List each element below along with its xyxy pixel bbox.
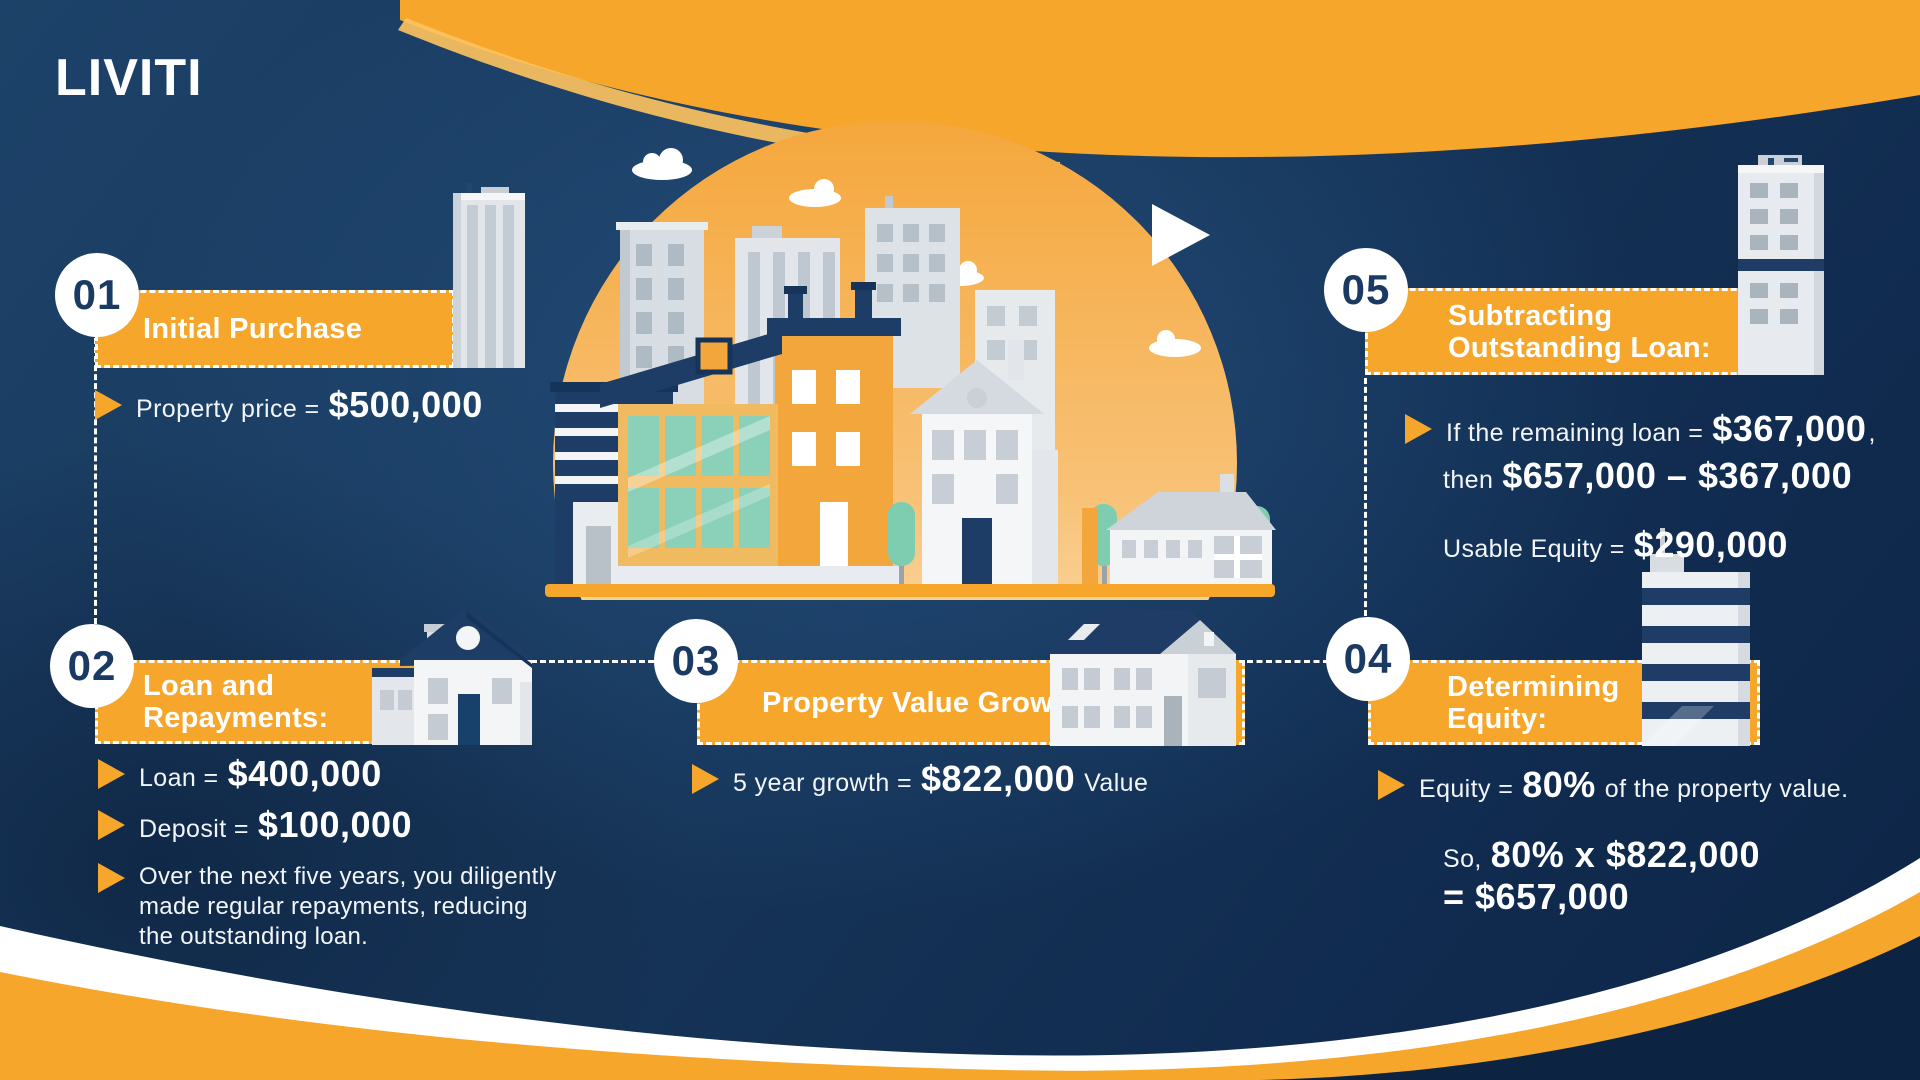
play-icon[interactable] (1152, 204, 1210, 266)
step4-equation-line2: = $657,000 (1443, 876, 1629, 918)
connector-step5-step4 (1364, 378, 1367, 616)
fact-label-post: , (1868, 419, 1876, 447)
step1-title: Initial Purchase (143, 313, 363, 345)
step2-fact-deposit: Deposit = $100,000 (98, 804, 412, 846)
note-line: made regular repayments, reducing (139, 893, 528, 920)
city-skyline-illustration (545, 121, 1276, 600)
step1-fact-price: Property price = $500,000 (95, 384, 483, 426)
note-line: the outstanding loan. (139, 923, 369, 950)
step1-number: 01 (72, 271, 122, 318)
step5-title-line2: Outstanding Loan: (1448, 331, 1711, 364)
skyscraper-illustration (453, 183, 525, 368)
bullet-triangle-icon (95, 390, 122, 420)
fact-value: $100,000 (257, 804, 413, 845)
step4-fact-equity: Equity = 80% of the property value. (1378, 764, 1848, 806)
step4-number-badge: 04 (1326, 617, 1410, 701)
step5-fact-remaining-loan: If the remaining loan = $367,000 , (1405, 408, 1876, 450)
fact-value: $290,000 (1633, 524, 1788, 565)
step1-banner: Initial Purchase (95, 290, 455, 368)
step2-title-line2: Repayments: (143, 702, 329, 734)
tower-illustration (1738, 155, 1824, 375)
vignette-house-illustration (1082, 474, 1276, 586)
house-illustration (372, 606, 532, 745)
step2-fact-loan: Loan = $400,000 (98, 753, 382, 795)
step5-number: 05 (1341, 266, 1391, 313)
fact-label: Usable Equity = (1443, 535, 1625, 563)
fact-label: Deposit = (139, 815, 249, 843)
fact-value: $367,000 (1712, 408, 1867, 449)
note-line: Over the next five years, you diligently (139, 863, 557, 890)
fact-label: then (1443, 466, 1494, 494)
fact-label: So, (1443, 845, 1482, 873)
fact-value: 80% (1522, 764, 1596, 805)
fact-label: Loan = (139, 764, 219, 792)
connector-step1-step2 (94, 338, 97, 624)
connector-step2-step3 (468, 660, 654, 663)
house-illustration (1046, 610, 1236, 746)
step4-title-line1: Determining (1447, 670, 1620, 703)
step3-number: 03 (671, 637, 721, 684)
bullet-triangle-icon (1405, 414, 1432, 444)
orange-house-illustration (600, 282, 904, 586)
fact-value: = $657,000 (1443, 876, 1630, 917)
bullet-triangle-icon (1378, 770, 1405, 800)
fact-value: $822,000 (921, 758, 1076, 799)
step2-note: Over the next five years, you diligently… (98, 862, 557, 952)
step3-fact-growth: 5 year growth = $822,000 Value (692, 758, 1148, 800)
fact-label: 5 year growth = (733, 769, 913, 797)
tower-illustration (1642, 528, 1750, 746)
bullet-triangle-icon (98, 810, 125, 840)
step5-title-line1: Subtracting (1448, 299, 1613, 332)
step2-title-line1: Loan and (143, 670, 275, 702)
fact-label-post: of the property value. (1604, 775, 1849, 803)
fact-label: Property price = (136, 395, 320, 423)
fact-value: $657,000 – $367,000 (1502, 455, 1853, 496)
step4-title-line2: Equity: (1447, 702, 1548, 735)
step1-number-badge: 01 (55, 253, 139, 337)
brand-logo: LIVITI (55, 49, 203, 107)
step5-equation-line: then $657,000 – $367,000 (1443, 455, 1852, 497)
fact-value: 80% x $822,000 (1490, 834, 1760, 875)
bullet-triangle-icon (98, 863, 125, 893)
fact-label-post: Value (1084, 769, 1149, 797)
connector-step3-step4 (1247, 660, 1329, 663)
fact-label: Equity = (1419, 775, 1514, 803)
fact-value: $500,000 (328, 384, 483, 425)
bullet-triangle-icon (692, 764, 719, 794)
bullet-triangle-icon (98, 759, 125, 789)
step5-usable-equity-line: Usable Equity = $290,000 (1443, 524, 1788, 566)
step2-number: 02 (67, 642, 117, 689)
fact-label: If the remaining loan = (1446, 419, 1704, 447)
step3-title: Property Value Growth (762, 686, 1081, 719)
step5-number-badge: 05 (1324, 248, 1408, 332)
step4-equation-line1: So, 80% x $822,000 (1443, 834, 1760, 876)
white-house-illustration (910, 340, 1058, 586)
step4-number: 04 (1343, 635, 1393, 682)
step2-number-badge: 02 (50, 624, 134, 708)
ground-bar (545, 584, 1275, 597)
step3-number-badge: 03 (654, 619, 738, 703)
fact-value: $400,000 (227, 753, 382, 794)
